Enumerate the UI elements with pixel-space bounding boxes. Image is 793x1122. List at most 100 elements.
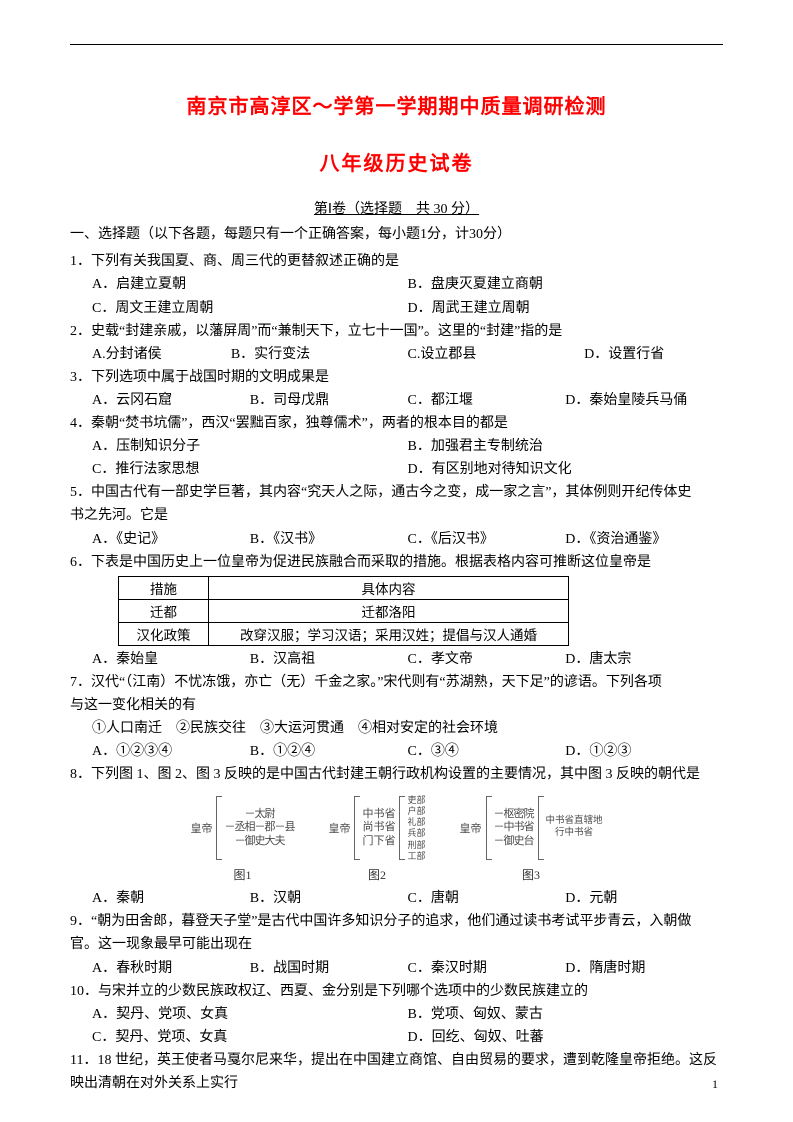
q6-r0c1: 迁都洛阳 xyxy=(209,599,569,622)
q8-fig2: 皇帝 中书省 尚书省 门下省 吏部 户部 礼部 兵部 刑部 工部 图2 xyxy=(328,792,425,883)
q4-opt-b: B．加强君主专制统治 xyxy=(408,435,724,458)
q5-stem-line2: 书之先河。它是 xyxy=(70,504,723,527)
q5-stem-line1: 5．中国古代有一部史学巨著，其内容“究天人之际，通古今之变，成一家之言”，其体例… xyxy=(70,481,723,504)
q4-opt-d: D．有区别地对待知识文化 xyxy=(408,458,724,481)
exam-title-main: 南京市高淳区～学第一学期期中质量调研检测 xyxy=(70,90,723,119)
bracket-icon xyxy=(216,796,222,860)
fig1-label: 图1 xyxy=(190,866,294,883)
fig2-d1: 户部 xyxy=(407,806,425,817)
q6-r1c0: 汉化政策 xyxy=(119,622,209,645)
q7-opt-b: B．①②④ xyxy=(250,740,408,763)
section-header: 第Ⅰ卷（选择题 共 30 分） xyxy=(70,198,723,218)
q6-th-1: 具体内容 xyxy=(209,576,569,599)
q5-opts: A．《史记》 B．《汉书》 C．《后汉书》 D．《资治通鉴》 xyxy=(92,528,723,551)
q3-opts: A．云冈石窟 B．司母戊鼎 C．都江堰 D．秦始皇陵兵马俑 xyxy=(92,389,723,412)
q6-th-0: 措施 xyxy=(119,576,209,599)
fig2-d5: 工部 xyxy=(407,851,425,862)
fig1-root: 皇帝 xyxy=(190,820,212,836)
q2-stem: 2．史载“封建亲戚，以藩屏周”而“兼制天下，立七十一国”。这里的“封建”指的是 xyxy=(70,320,723,343)
section-instructions: 一、选择题（以下各题，每题只有一个正确答案，每小题1分，计30分） xyxy=(70,224,723,246)
fig3-r0: 中书省直辖地 xyxy=(546,816,603,828)
q8-opt-b: B．汉朝 xyxy=(250,887,408,910)
q4-opts-row1: A．压制知识分子 B．加强君主专制统治 xyxy=(92,435,723,458)
fig2-d4: 刑部 xyxy=(407,840,425,851)
q6-opt-a: A．秦始皇 xyxy=(92,648,250,671)
q6-r1c1: 改穿汉服；学习汉语；采用汉姓；提倡与汉人通婚 xyxy=(209,622,569,645)
fig3-r1: 行中书省 xyxy=(546,828,603,840)
fig2-label: 图2 xyxy=(328,866,425,883)
fig1-b2: －御史大夫 xyxy=(224,835,294,849)
fig2-d3: 兵部 xyxy=(407,828,425,839)
q8-opt-c: C．唐朝 xyxy=(408,887,566,910)
q4-opt-a: A．压制知识分子 xyxy=(92,435,408,458)
bracket-icon xyxy=(538,796,544,860)
q5-opt-a: A．《史记》 xyxy=(92,528,250,551)
q1-opts-row2: C．周文王建立周朝 D．周武王建立周朝 xyxy=(92,297,723,320)
q3-opt-a: A．云冈石窟 xyxy=(92,389,250,412)
q7-opts: A．①②③④ B．①②④ C．③④ D．①②③ xyxy=(92,740,723,763)
q8-fig1: 皇帝 －太尉 －丞相－郡－县 －御史大夫 图1 xyxy=(190,792,294,883)
q6-r0c0: 迁都 xyxy=(119,599,209,622)
q2-opt-d: D．设置行省 xyxy=(584,343,723,366)
header-rule xyxy=(70,44,723,45)
q6-stem: 6．下表是中国历史上一位皇帝为促进民族融合而采取的措施。根据表格内容可推断这位皇… xyxy=(70,551,723,574)
q9-opt-d: D．隋唐时期 xyxy=(565,957,723,980)
fig3-label: 图3 xyxy=(460,866,603,883)
q1-opt-c: C．周文王建立周朝 xyxy=(92,297,408,320)
fig2-d2: 礼部 xyxy=(407,817,425,828)
q1-opts-row1: A．启建立夏朝 B．盘庚灭夏建立商朝 xyxy=(92,273,723,296)
fig3-root: 皇帝 xyxy=(460,820,482,836)
q2-opt-a: A.分封诸侯 xyxy=(92,343,231,366)
q10-opts-row2: C．契丹、党项、女真 D．回纥、匈奴、吐蕃 xyxy=(92,1026,723,1049)
fig1-b0: －太尉 xyxy=(224,808,294,822)
q6-table: 措施 具体内容 迁都 迁都洛阳 汉化政策 改穿汉服；学习汉语；采用汉姓；提倡与汉… xyxy=(118,576,569,646)
q3-opt-c: C．都江堰 xyxy=(408,389,566,412)
q2-opt-b: B．实行变法 xyxy=(231,343,408,366)
fig3-b2: －御史台 xyxy=(494,835,534,849)
fig2-m0: 中书省 xyxy=(362,808,395,822)
q4-stem: 4．秦朝“焚书坑儒”，西汉“罢黜百家，独尊儒术”，两者的根本目的都是 xyxy=(70,412,723,435)
fig2-m1: 尚书省 xyxy=(362,821,395,835)
q10-opt-b: B．党项、匈奴、蒙古 xyxy=(408,1003,724,1026)
q7-items: ①人口南迁 ②民族交往 ③大运河贯通 ④相对安定的社会环境 xyxy=(70,717,723,740)
q9-stem-line1: 9．“朝为田舍郎，暮登天子堂”是古代中国许多知识分子的追求，他们通过读书考试平步… xyxy=(70,910,723,933)
q10-opt-d: D．回纥、匈奴、吐蕃 xyxy=(408,1026,724,1049)
q8-stem: 8．下列图 1、图 2、图 3 反映的是中国古代封建王朝行政机构设置的主要情况，… xyxy=(70,763,723,786)
q7-opt-a: A．①②③④ xyxy=(92,740,250,763)
q8-diagrams: 皇帝 －太尉 －丞相－郡－县 －御史大夫 图1 皇帝 中书省 尚书省 门下省 吏… xyxy=(70,792,723,883)
q10-opt-c: C．契丹、党项、女真 xyxy=(92,1026,408,1049)
q5-opt-c: C．《后汉书》 xyxy=(408,528,566,551)
fig1-b1: －丞相－郡－县 xyxy=(224,821,294,835)
q7-opt-d: D．①②③ xyxy=(565,740,723,763)
fig2-d0: 吏部 xyxy=(407,795,425,806)
q11-stem-line1: 11．18 世纪，英王使者马戛尔尼来华，提出在中国建立商馆、自由贸易的要求，遭到… xyxy=(70,1049,723,1072)
fig2-m2: 门下省 xyxy=(362,835,395,849)
q1-stem: 1．下列有关我国夏、商、周三代的更替叙述正确的是 xyxy=(70,250,723,273)
q4-opts-row2: C．推行法家思想 D．有区别地对待知识文化 xyxy=(92,458,723,481)
bracket-icon xyxy=(399,796,405,860)
q9-opt-c: C．秦汉时期 xyxy=(408,957,566,980)
q2-opt-c: C.设立郡县 xyxy=(407,343,584,366)
q9-stem-line2: 官。这一现象最早可能出现在 xyxy=(70,933,723,956)
q7-stem-line2: 与这一变化相关的有 xyxy=(70,694,723,717)
q10-opt-a: A．契丹、党项、女真 xyxy=(92,1003,408,1026)
q3-opt-d: D．秦始皇陵兵马俑 xyxy=(565,389,723,412)
q4-opt-c: C．推行法家思想 xyxy=(92,458,408,481)
q6-opt-c: C．孝文帝 xyxy=(408,648,566,671)
q8-opts: A．秦朝 B．汉朝 C．唐朝 D．元朝 xyxy=(92,887,723,910)
q8-opt-d: D．元朝 xyxy=(565,887,723,910)
q6-opt-d: D．唐太宗 xyxy=(565,648,723,671)
fig3-b1: －中书省 xyxy=(494,821,534,835)
q1-opt-b: B．盘庚灭夏建立商朝 xyxy=(408,273,724,296)
q8-opt-a: A．秦朝 xyxy=(92,887,250,910)
q3-opt-b: B．司母戊鼎 xyxy=(250,389,408,412)
q10-stem: 10．与宋并立的少数民族政权辽、西夏、金分别是下列哪个选项中的少数民族建立的 xyxy=(70,980,723,1003)
q9-opt-a: A．春秋时期 xyxy=(92,957,250,980)
q5-opt-b: B．《汉书》 xyxy=(250,528,408,551)
q1-opt-a: A．启建立夏朝 xyxy=(92,273,408,296)
q9-opts: A．春秋时期 B．战国时期 C．秦汉时期 D．隋唐时期 xyxy=(92,957,723,980)
bracket-icon xyxy=(486,796,492,860)
q6-opts: A．秦始皇 B．汉高祖 C．孝文帝 D．唐太宗 xyxy=(92,648,723,671)
page-number: 1 xyxy=(712,1077,718,1092)
q5-opt-d: D．《资治通鉴》 xyxy=(565,528,723,551)
